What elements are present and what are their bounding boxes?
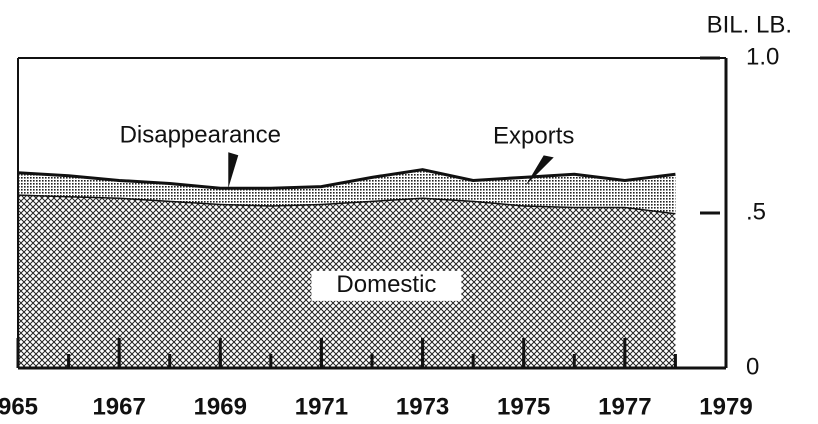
x-tick-label: 1975: [497, 393, 550, 420]
x-tick-label: 1967: [92, 393, 145, 420]
annotation: Disappearance: [120, 122, 281, 149]
y-axis-label: BIL. LB.: [707, 11, 792, 38]
y-tick-label: 1.0: [746, 43, 779, 70]
pointer: [228, 152, 239, 189]
x-tick-label: 1979: [699, 393, 752, 420]
x-tick-label: 1969: [194, 393, 247, 420]
area-edge: [17, 168, 676, 190]
x-tick-label: 1973: [396, 393, 449, 420]
label-bg: [311, 270, 462, 301]
x-tick-label: 965: [0, 393, 38, 420]
series-label: Exports: [493, 123, 574, 150]
y-tick-label: 0: [746, 353, 759, 380]
y-tick-label: .5: [746, 198, 766, 225]
x-tick-label: 1977: [598, 393, 651, 420]
pointer: [525, 155, 554, 186]
series-label: Domestic: [336, 271, 436, 298]
area: [18, 169, 676, 213]
x-tick-label: 1971: [295, 393, 348, 420]
